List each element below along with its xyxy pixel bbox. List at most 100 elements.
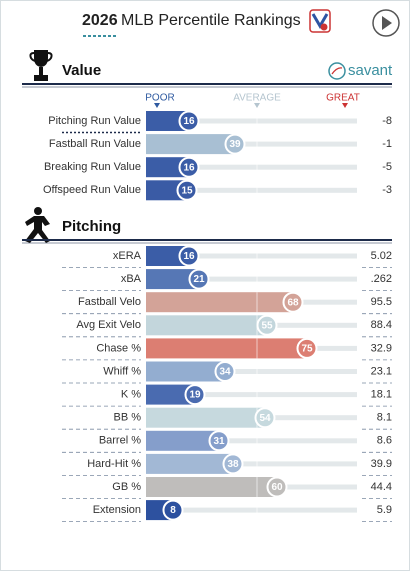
percentile-number: 55: [261, 320, 273, 331]
percentile-dot: [178, 156, 200, 178]
track: [146, 461, 357, 467]
metric-label: Whiff %: [103, 365, 141, 377]
metric-label: xERA: [113, 250, 142, 262]
metric-label: Fastball Run Value: [49, 138, 141, 150]
track: [146, 141, 357, 147]
track: [146, 392, 357, 398]
percentile-number: 38: [227, 459, 239, 470]
percentile-dot: [214, 361, 236, 382]
percentile-bar: [146, 246, 189, 266]
play-button[interactable]: [372, 9, 400, 37]
percentile-bar: [146, 180, 187, 201]
percentile-dot: [282, 291, 304, 313]
percentile-number: 16: [183, 162, 195, 173]
percentile-bar: [146, 361, 225, 382]
scale-great: GREAT: [326, 93, 360, 104]
metric-value: -5: [382, 161, 392, 173]
track: [146, 276, 357, 282]
metric-value: 95.5: [371, 296, 392, 308]
title: MLB Percentile Rankings: [121, 12, 301, 29]
metric-label: GB %: [112, 481, 141, 493]
percentile-bar: [146, 477, 277, 497]
scale-average: AVERAGE: [233, 93, 281, 104]
percentile-bar: [146, 430, 219, 451]
percentile-dot: [256, 314, 278, 336]
percentile-number: 15: [181, 185, 193, 196]
section-title: Value: [62, 62, 101, 79]
metric-value: .262: [371, 273, 392, 285]
metric-label: Pitching Run Value: [48, 115, 141, 127]
track: [146, 187, 357, 193]
percentile-bar: [146, 384, 195, 405]
metric-value: -1: [382, 138, 392, 150]
metric-value: 44.4: [371, 481, 392, 493]
percentile-bar: [146, 157, 189, 178]
vs-icon: [309, 9, 331, 33]
percentile-bar: [146, 315, 267, 336]
metric-label: Fastball Velo: [78, 296, 141, 308]
track: [146, 369, 357, 374]
percentile-number: 60: [271, 482, 283, 493]
metric-value: -3: [382, 184, 392, 196]
metric-value: 88.4: [371, 319, 392, 331]
percentile-dot: [184, 384, 206, 406]
percentile-dot: [266, 476, 288, 498]
percentile-bar: [146, 453, 233, 474]
percentile-dot: [208, 430, 230, 452]
percentile-number: 16: [183, 251, 195, 262]
percentile-dot: [222, 453, 244, 475]
percentile-number: 31: [213, 436, 225, 447]
metric-value: 5.9: [377, 504, 392, 516]
metric-value: 23.1: [371, 365, 392, 377]
metric-label: Extension: [93, 504, 141, 516]
metric-label: Offspeed Run Value: [43, 184, 141, 196]
percentile-number: 39: [229, 139, 241, 150]
great-marker: [342, 103, 348, 108]
metric-value: 39.9: [371, 458, 392, 470]
percentile-number: 68: [287, 297, 299, 308]
average-marker: [254, 103, 260, 108]
metric-label: Avg Exit Velo: [76, 319, 141, 331]
metric-label: Chase %: [96, 342, 141, 354]
percentile-number: 54: [259, 413, 271, 424]
percentile-dot: [178, 245, 200, 267]
track: [146, 164, 357, 170]
percentile-dot: [162, 499, 184, 521]
percentile-bar: [146, 292, 293, 313]
percentile-dot: [254, 407, 276, 429]
percentile-number: 8: [170, 505, 176, 516]
metric-label: Hard-Hit %: [87, 458, 141, 470]
metric-label: K %: [121, 389, 141, 401]
metric-label: Barrel %: [99, 435, 141, 447]
track: [146, 118, 357, 124]
percentile-number: 16: [183, 116, 195, 127]
percentile-number: 75: [301, 344, 313, 355]
percentile-bar: [146, 338, 307, 359]
metric-value: 18.1: [371, 389, 392, 401]
scale-poor: POOR: [145, 93, 174, 104]
percentile-number: 21: [193, 274, 205, 285]
brand: savant: [348, 62, 393, 79]
percentile-number: 34: [219, 367, 231, 378]
percentile-dot: [178, 110, 200, 132]
percentile-bar: [146, 407, 265, 428]
pitcher-icon: [25, 207, 50, 243]
percentile-dot: [296, 337, 318, 359]
poor-marker: [154, 103, 160, 108]
percentile-bar: [146, 111, 189, 131]
track: [146, 253, 357, 259]
section-title: Pitching: [62, 218, 121, 235]
metric-value: 32.9: [371, 342, 392, 354]
title-year: 2026: [82, 12, 118, 29]
savant-logo: [328, 62, 346, 80]
metric-value: 8.6: [377, 435, 392, 447]
metric-label: BB %: [113, 412, 141, 424]
trophy-icon: [29, 50, 53, 81]
metric-label: Breaking Run Value: [44, 161, 141, 173]
metric-value: -8: [382, 115, 392, 127]
percentile-dot: [176, 179, 198, 201]
percentile-bar: [146, 269, 199, 290]
percentile-dot: [224, 133, 246, 155]
track: [146, 507, 357, 513]
